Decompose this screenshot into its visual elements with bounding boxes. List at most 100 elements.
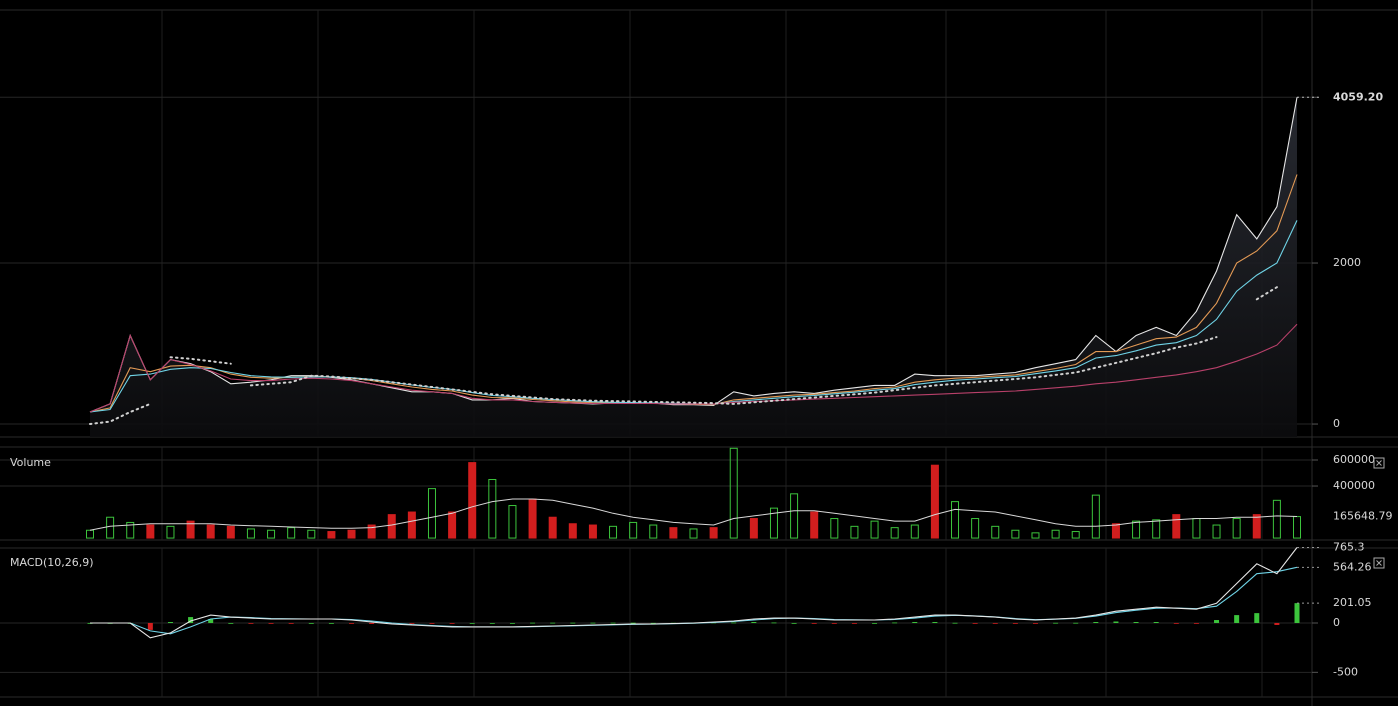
volume-bar: [910, 524, 919, 539]
volume-bar: [1071, 531, 1080, 539]
volume-bar: [1051, 529, 1060, 539]
volume-bar: [206, 524, 215, 539]
macd-histogram-bar: [530, 622, 536, 624]
panel-title: Volume: [10, 456, 51, 469]
volume-bar: [126, 521, 135, 539]
macd-histogram-bar: [188, 617, 194, 623]
volume-bar: [307, 529, 316, 539]
volume-bar: [146, 524, 155, 539]
volume-bar: [689, 528, 698, 539]
macd-histogram-bar: [509, 622, 515, 624]
volume-bar: [1031, 532, 1040, 539]
volume-bar: [488, 479, 497, 539]
y-tick-label: -500: [1333, 665, 1358, 678]
macd-histogram-bar: [449, 622, 455, 624]
macd-histogram-bar: [349, 622, 355, 624]
y-tick-label: 0: [1333, 616, 1340, 629]
close-box[interactable]: [1373, 457, 1385, 469]
volume-bar: [588, 524, 597, 539]
macd-histogram-bar: [831, 622, 837, 624]
volume-bar: [1272, 499, 1281, 539]
y-tick-label: 600000: [1333, 453, 1375, 466]
y-tick-label: 0: [1333, 417, 1340, 430]
macd-histogram-bar: [590, 622, 596, 624]
volume-bar: [930, 464, 939, 539]
volume-bar: [528, 498, 537, 539]
volume-bar: [367, 524, 376, 539]
macd-histogram-bar: [308, 622, 314, 624]
current-value-label: 201.05: [1333, 596, 1372, 609]
macd-histogram-bar: [610, 622, 616, 624]
volume-bar: [1232, 518, 1241, 539]
volume-bar: [327, 531, 336, 539]
plot: 0 2000 4059.20 400000 600000 165648.79 -500 0 76…: [0, 90, 1393, 678]
close-button[interactable]: [1373, 557, 1385, 569]
volume-bar: [890, 527, 899, 539]
macd-histogram-bar: [1053, 622, 1059, 624]
volume-bar: [1091, 494, 1100, 539]
macd-histogram-bar: [932, 622, 938, 623]
volume-bar: [951, 501, 960, 539]
macd-histogram-bar: [208, 619, 214, 623]
macd-histogram-bar: [851, 622, 857, 624]
volume-bar: [548, 516, 557, 539]
volume-bar: [166, 525, 175, 539]
volume-bar: [246, 528, 255, 539]
volume-bar: [609, 525, 618, 539]
volume-bar: [106, 516, 115, 539]
volume-bar: [991, 525, 1000, 539]
volume-bar: [810, 511, 819, 539]
current-value-label: 564.26: [1333, 560, 1372, 573]
macd-histogram-bar: [912, 622, 918, 623]
close-button[interactable]: [1373, 457, 1385, 469]
macd-histogram-bar: [1153, 622, 1159, 623]
y-tick-label: 400000: [1333, 479, 1375, 492]
macd-histogram-bar: [489, 622, 495, 624]
macd-histogram-bar: [630, 622, 636, 624]
volume-bar: [629, 521, 638, 539]
volume-bar: [387, 514, 396, 539]
close-box[interactable]: [1373, 557, 1385, 569]
volume-bar: [347, 529, 356, 539]
close-icon[interactable]: [1376, 560, 1382, 566]
y-tick-label: 2000: [1333, 256, 1361, 269]
macd-histogram-bar: [429, 622, 435, 624]
macd-histogram-bar: [1173, 622, 1179, 624]
volume-bar: [508, 505, 517, 539]
macd-histogram-bar: [771, 622, 777, 624]
macd-histogram-bar: [1274, 622, 1280, 625]
macd-histogram-bar: [972, 622, 978, 624]
volume-bar: [1252, 514, 1261, 539]
macd-histogram-bar: [288, 622, 294, 624]
volume-bar: [267, 529, 276, 539]
current-value-label: 165648.79: [1333, 510, 1393, 523]
macd-histogram-bar: [751, 622, 757, 623]
sar-line: [249, 336, 1218, 405]
macd-histogram-bar: [1193, 622, 1199, 624]
macd-histogram-bar: [1214, 620, 1220, 623]
volume-bar: [1212, 524, 1221, 539]
volume-bar: [427, 488, 436, 539]
y-tick-label: 4059.20: [1333, 90, 1383, 103]
macd-histogram-bar: [892, 622, 898, 624]
macd-histogram-bar: [469, 622, 475, 624]
macd-histogram-bar: [811, 622, 817, 624]
volume-bar: [1011, 529, 1020, 539]
current-value-label: 765.3: [1333, 540, 1365, 553]
macd-histogram-bar: [992, 622, 998, 624]
macd-histogram-bar: [248, 622, 254, 624]
close-icon[interactable]: [1376, 460, 1382, 466]
macd-histogram-bar: [570, 622, 576, 624]
macd-histogram-bar: [550, 622, 556, 624]
macd-histogram-bar: [369, 622, 375, 624]
panel-title: MACD(10,26,9): [10, 556, 94, 569]
volume-bar: [1132, 520, 1141, 539]
volume-bar: [1293, 516, 1301, 539]
macd-histogram-bar: [268, 622, 274, 624]
macd-histogram-bar: [409, 622, 415, 624]
volume-bar: [870, 520, 879, 539]
volume-bar: [669, 527, 678, 539]
volume-bar: [790, 493, 799, 539]
volume-bar: [1172, 514, 1181, 539]
